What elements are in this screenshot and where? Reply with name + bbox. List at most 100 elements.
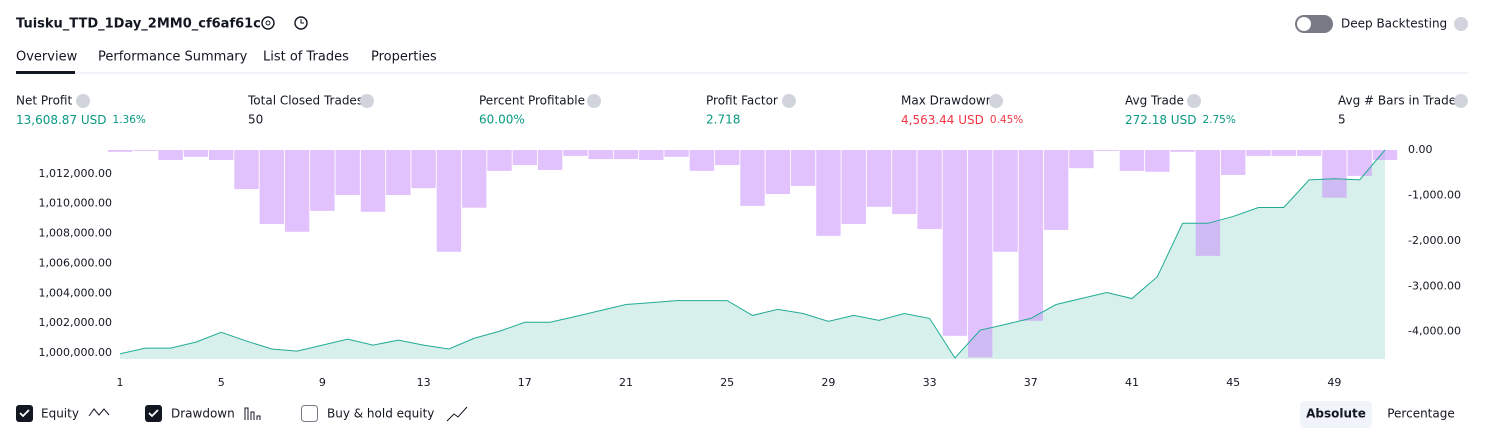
- drawdown-bar: [234, 150, 259, 190]
- drawdown-bar: [487, 150, 512, 171]
- stat-value: 4,563.44 USD 0.45%: [901, 113, 1023, 127]
- equity-line: [119, 149, 1386, 359]
- legend-label: Drawdown: [171, 407, 235, 421]
- drawdown-bar: [335, 150, 360, 195]
- drawdown-bar: [689, 150, 715, 171]
- tab[interactable]: Properties: [371, 50, 437, 65]
- stat-label: Profit Factor: [706, 94, 778, 108]
- drawdown-bar: [1018, 150, 1043, 321]
- chart: 1,000,000.00 1,002,000.00 1,004,000.00 1,00…: [39, 143, 1461, 389]
- stat-value: 60.00%: [479, 113, 525, 127]
- drawdown-bar: [360, 150, 386, 212]
- drawdown-bar: [942, 150, 968, 336]
- drawdown-bar: [209, 150, 234, 160]
- drawdown-bar: [765, 150, 790, 195]
- x-tick-label: 1: [117, 376, 124, 389]
- y2-tick-label: 0.00: [1408, 143, 1433, 156]
- stat-value: 13,608.87 USD: [16, 113, 107, 127]
- y-tick-label: 1,000,000.00: [39, 346, 112, 359]
- help-icon[interactable]: [1454, 17, 1468, 31]
- drawdown-bar: [107, 150, 133, 152]
- y-tick-label: 1,010,000.00: [39, 197, 112, 210]
- drawdown-bar: [790, 150, 816, 186]
- equity-area: [120, 149, 1385, 359]
- y2-tick-label: -4,000.00: [1408, 325, 1461, 338]
- settings-icon[interactable]: [261, 16, 275, 30]
- deep-backtesting-label: Deep Backtesting: [1341, 17, 1447, 31]
- drawdown-bar: [740, 150, 765, 206]
- drawdown-bar: [816, 150, 841, 236]
- drawdown-bar: [1170, 150, 1195, 152]
- y2-tick-label: -2,000.00: [1408, 234, 1461, 247]
- drawdown-bar: [613, 150, 639, 160]
- x-tick-label: 13: [417, 376, 431, 389]
- drawdown-bar: [1043, 150, 1069, 230]
- stat-value: 4,563.44 USD: [901, 113, 984, 127]
- info-icons: [76, 94, 1468, 108]
- drawdown-bar: [436, 150, 462, 252]
- drawdown-bar: [537, 150, 563, 170]
- drawdown-bar: [1221, 150, 1246, 175]
- x-tick-label: 33: [923, 376, 937, 389]
- strategy-title: Tuisku_TTD_1Day_2MM0_cf6af61c: [16, 17, 261, 32]
- drawdown-bar: [892, 150, 917, 215]
- drawdown-bar: [411, 150, 436, 189]
- deep-backtesting-toggle[interactable]: [1295, 15, 1333, 33]
- stat-extra: 1.36%: [113, 114, 146, 126]
- drawdown-bar: [284, 150, 310, 232]
- stat-extra: 2.75%: [1202, 114, 1235, 126]
- drawdown-bar: [639, 150, 664, 160]
- x-tick-label: 17: [518, 376, 532, 389]
- percentage-button[interactable]: Percentage: [1387, 407, 1455, 421]
- tab-divider: [16, 72, 1468, 74]
- stat-extra: 0.45%: [990, 114, 1023, 126]
- y-tick-label: 1,002,000.00: [39, 316, 112, 329]
- stat-label: Total Closed Trades: [247, 94, 363, 108]
- y2-tick-label: -3,000.00: [1408, 279, 1461, 292]
- absolute-button[interactable]: [1300, 401, 1372, 428]
- drawdown-bar: [1246, 150, 1271, 156]
- drawdown-bar: [1322, 150, 1347, 198]
- tab[interactable]: Overview: [16, 50, 78, 65]
- stat-value: 272.18 USD: [1125, 113, 1196, 127]
- x-tick-label: 49: [1327, 376, 1341, 389]
- drawdown-bar: [664, 150, 689, 157]
- drawdown-bar: [183, 150, 209, 157]
- x-tick-label: 5: [218, 376, 225, 389]
- x-tick-label: 45: [1226, 376, 1240, 389]
- source-icon[interactable]: [294, 16, 308, 30]
- y-tick-label: 1,006,000.00: [39, 256, 112, 269]
- drawdown-bar: [917, 150, 942, 230]
- drawdown-bar: [841, 150, 866, 225]
- absolute-label: Absolute: [1306, 407, 1366, 421]
- drawdown-bar: [259, 150, 284, 225]
- stat-label: Avg # Bars in Trades: [1338, 94, 1462, 108]
- legend-label: Equity: [41, 407, 79, 421]
- drawdown-bar: [968, 150, 993, 358]
- drawdown-bar: [1296, 150, 1322, 156]
- drawdown-bar: [133, 150, 158, 151]
- active-tab-underline: [16, 71, 75, 74]
- stat-value: 50: [248, 113, 263, 127]
- x-tick-label: 21: [619, 376, 633, 389]
- drawdown-bar: [1069, 150, 1094, 169]
- drawdown-bar: [158, 150, 183, 160]
- stat-value: 5: [1338, 113, 1346, 127]
- x-tick-label: 29: [821, 376, 835, 389]
- stat-value: 272.18 USD 2.75%: [1125, 113, 1236, 127]
- drawdown-bar: [1195, 150, 1221, 256]
- equity-checkbox[interactable]: [16, 405, 33, 422]
- drawdown-bar: [866, 150, 892, 207]
- buy-hold-checkbox[interactable]: [301, 405, 318, 422]
- tab[interactable]: Performance Summary: [98, 50, 248, 65]
- drawdown-bar: [1347, 150, 1372, 176]
- tab[interactable]: List of Trades: [263, 50, 349, 65]
- drawdown-bar: [310, 150, 335, 211]
- drawdown-bar: [563, 150, 588, 156]
- stats: Net Profit 13,608.87 USD 1.36% Total Clos…: [16, 94, 1462, 127]
- drawdown-bar: [512, 150, 537, 165]
- drawdown-bar: [993, 150, 1018, 252]
- drawdown-checkbox[interactable]: [145, 405, 162, 422]
- drawdown-bar: [1119, 150, 1145, 171]
